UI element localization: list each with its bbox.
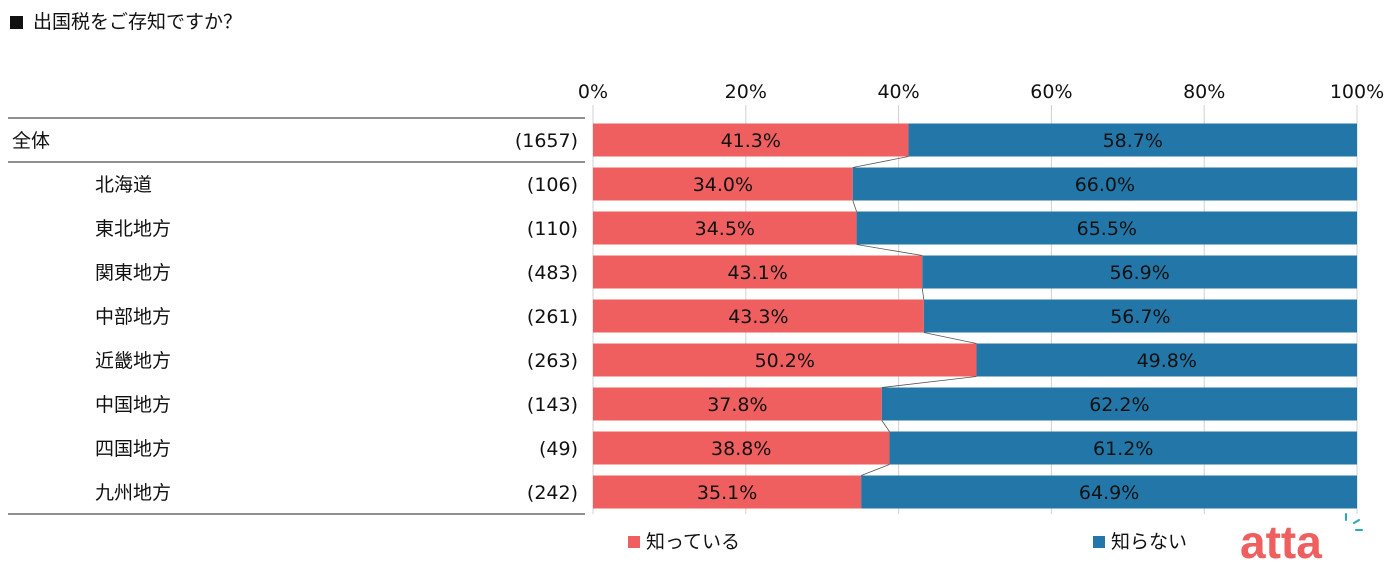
logo-sparkle-icon (1345, 513, 1363, 531)
data-label: 50.2% (755, 350, 815, 372)
chart-title-text: 出国税をご存知ですか？ (33, 11, 243, 33)
bar-known (593, 211, 857, 245)
data-label: 41.3% (721, 130, 781, 152)
category-label: 北海道 (95, 174, 152, 196)
chart-title: 出国税をご存知ですか？ (10, 8, 242, 36)
bar-known (593, 343, 977, 377)
category-label: 四国地方 (95, 438, 171, 460)
category-count: (261) (527, 306, 578, 328)
category-label: 中国地方 (95, 394, 171, 416)
bar-known (593, 431, 890, 465)
legend-swatch-known (628, 536, 640, 548)
series-connector-line (923, 332, 977, 344)
series-connector-line (856, 244, 923, 256)
atta-logo: atta (1240, 513, 1363, 568)
bar-known (593, 255, 923, 289)
category-count: (263) (527, 350, 578, 372)
x-tick-label: 100% (1330, 81, 1384, 103)
data-label: 35.1% (697, 482, 757, 504)
category-label: 近畿地方 (95, 350, 171, 372)
category-label: 中部地方 (95, 306, 171, 328)
x-tick-label: 40% (877, 81, 919, 103)
category-label: 九州地方 (95, 482, 171, 504)
series-connector-line (852, 200, 857, 212)
category-label: 全体 (12, 130, 50, 152)
x-tick-label: 0% (578, 81, 608, 103)
category-count: (110) (527, 218, 578, 240)
bar-unknown (856, 211, 1357, 245)
legend-swatch-unknown (1093, 536, 1105, 548)
bar-known (593, 387, 882, 421)
category-count: (49) (539, 438, 578, 460)
bar-unknown (889, 431, 1357, 465)
category-count: (483) (527, 262, 578, 284)
bar-known (593, 299, 924, 333)
category-count: (106) (527, 174, 578, 196)
data-label: 61.2% (1093, 438, 1153, 460)
data-label: 37.8% (707, 394, 767, 416)
series-connector-line (881, 376, 977, 388)
bar-unknown (852, 167, 1357, 201)
bar-unknown (881, 387, 1357, 421)
legend-label-known: 知っている (646, 531, 741, 553)
data-label: 65.5% (1077, 218, 1137, 240)
bar-known (593, 123, 909, 157)
data-label: 49.8% (1137, 350, 1197, 372)
data-label: 56.9% (1109, 262, 1169, 284)
data-label: 56.7% (1110, 306, 1170, 328)
bar-known (593, 475, 862, 509)
x-tick-label: 80% (1183, 81, 1225, 103)
bar-known (593, 167, 853, 201)
category-count: (1657) (515, 130, 578, 152)
bar-unknown (908, 123, 1357, 157)
data-label: 34.5% (695, 218, 755, 240)
x-tick-label: 20% (725, 81, 767, 103)
data-label: 43.3% (728, 306, 788, 328)
category-label: 関東地方 (95, 262, 171, 284)
data-label: 64.9% (1079, 482, 1139, 504)
data-label: 34.0% (693, 174, 753, 196)
data-label: 62.2% (1089, 394, 1149, 416)
data-label: 38.8% (711, 438, 771, 460)
series-connector-line (861, 464, 890, 476)
legend-item-unknown: 知らない (1093, 530, 1187, 554)
legend-item-known: 知っている (628, 530, 740, 554)
bar-unknown (861, 475, 1357, 509)
title-square-icon (10, 16, 23, 29)
data-label: 66.0% (1075, 174, 1135, 196)
series-connector-line (921, 288, 925, 300)
series-connector-line (881, 420, 890, 432)
logo-text: atta (1240, 516, 1322, 568)
data-label: 58.7% (1103, 130, 1163, 152)
legend-label-unknown: 知らない (1111, 531, 1188, 553)
bar-unknown (922, 255, 1357, 289)
category-label: 東北地方 (95, 218, 171, 240)
bar-unknown (976, 343, 1357, 377)
bar-unknown (923, 299, 1357, 333)
data-label: 43.1% (727, 262, 787, 284)
category-count: (242) (527, 482, 578, 504)
x-tick-label: 60% (1030, 81, 1072, 103)
series-connector-line (852, 156, 909, 168)
category-count: (143) (527, 394, 578, 416)
